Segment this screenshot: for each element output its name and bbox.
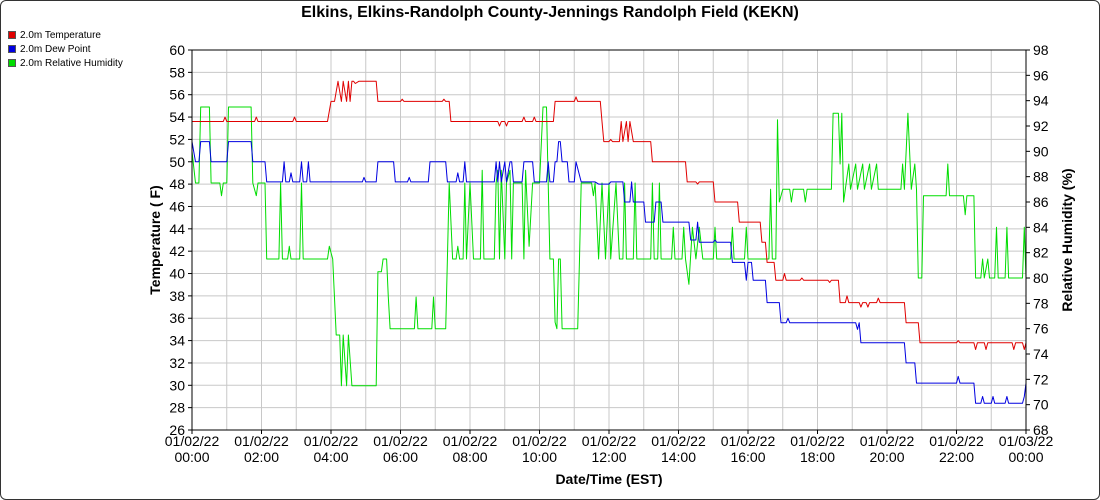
x-tick-date: 01/03/22 (999, 433, 1054, 449)
x-tick-time: 20:00 (869, 449, 904, 465)
legend-label-dew-point: 2.0m Dew Point (20, 43, 91, 55)
grid (191, 49, 1027, 431)
y-axis-title: Temperature ( F) (147, 185, 163, 294)
y2-tick-label: 90 (1033, 143, 1049, 159)
x-tick-date: 01/02/22 (929, 433, 984, 449)
y2-tick-label: 84 (1033, 219, 1049, 235)
legend-swatch-dew-point (8, 45, 16, 53)
y-tick-label: 34 (169, 333, 185, 349)
y2-tick-label: 98 (1033, 42, 1049, 58)
x-tick-date: 01/02/22 (165, 433, 220, 449)
y-tick-label: 54 (169, 109, 185, 125)
x-tick-time: 18:00 (800, 449, 835, 465)
x-tick-date: 01/02/22 (790, 433, 845, 449)
y-tick-label: 48 (169, 176, 185, 192)
legend-item-relative-humidity: 2.0m Relative Humidity (8, 56, 123, 70)
y-tick-label: 32 (169, 355, 185, 371)
x-tick-date: 01/02/22 (860, 433, 915, 449)
y2-tick-label: 92 (1033, 118, 1049, 134)
y2-axis-title: Relative Humidity (%) (1059, 168, 1075, 311)
y-tick-label: 60 (169, 42, 185, 58)
x-tick-date: 01/02/22 (721, 433, 776, 449)
legend-label-temperature: 2.0m Temperature (20, 29, 101, 41)
chart-title: Elkins, Elkins-Randolph County-Jennings … (301, 4, 799, 21)
legend-swatch-temperature (8, 31, 16, 39)
y-tick-label: 30 (169, 377, 185, 393)
x-tick-time: 14:00 (661, 449, 696, 465)
x-tick-time: 16:00 (730, 449, 765, 465)
x-tick-date: 01/02/22 (512, 433, 567, 449)
y2-tick-label: 72 (1033, 371, 1049, 387)
y2-tick-label: 88 (1033, 169, 1049, 185)
y-tick-label: 44 (169, 221, 185, 237)
x-tick-date: 01/02/22 (443, 433, 498, 449)
y2-tick-label: 86 (1033, 194, 1049, 210)
series-line-2-0m-temperature (192, 80, 1027, 350)
series-layer (191, 80, 1027, 404)
series-line-2-0m-relative-humidity (191, 106, 1027, 387)
y2-tick-label: 74 (1033, 346, 1049, 362)
y-tick-label: 40 (169, 266, 185, 282)
x-tick-date: 01/02/22 (234, 433, 289, 449)
x-tick-date: 01/02/22 (304, 433, 359, 449)
y-tick-label: 46 (169, 198, 185, 214)
x-axis-title: Date/Time (EST) (555, 471, 662, 487)
y2-tick-label: 76 (1033, 321, 1049, 337)
y2-tick-label: 82 (1033, 245, 1049, 261)
x-tick-time: 00:00 (1008, 449, 1043, 465)
y-tick-label: 56 (169, 87, 185, 103)
y-tick-label: 38 (169, 288, 185, 304)
legend-swatch-relative-humidity (8, 59, 16, 67)
axes-labels: 26 28 30 32 34 36 38 40 42 44 46 48 50 52 54 56 58 60 68 70… (165, 42, 1054, 465)
x-tick-time: 10:00 (522, 449, 557, 465)
x-tick-date: 01/02/22 (373, 433, 428, 449)
y2-tick-label: 80 (1033, 270, 1049, 286)
y-tick-label: 52 (169, 131, 185, 147)
y2-tick-label: 68 (1033, 422, 1049, 438)
series-line-2-0m-dew-point (191, 141, 1027, 404)
y-tick-label: 26 (169, 422, 185, 438)
x-tick-date: 01/02/22 (582, 433, 637, 449)
y-tick-label: 42 (169, 243, 185, 259)
y-tick-label: 28 (169, 400, 185, 416)
y2-tick-label: 78 (1033, 295, 1049, 311)
legend: 2.0m Temperature 2.0m Dew Point 2.0m Rel… (8, 28, 123, 70)
legend-item-dew-point: 2.0m Dew Point (8, 42, 123, 56)
x-tick-time: 04:00 (313, 449, 348, 465)
x-tick-time: 00:00 (174, 449, 209, 465)
legend-label-relative-humidity: 2.0m Relative Humidity (20, 57, 123, 69)
y-tick-label: 50 (169, 154, 185, 170)
x-tick-time: 22:00 (939, 449, 974, 465)
y2-tick-label: 70 (1033, 397, 1049, 413)
x-tick-time: 02:00 (244, 449, 279, 465)
x-tick-time: 08:00 (452, 449, 487, 465)
legend-item-temperature: 2.0m Temperature (8, 28, 123, 42)
x-tick-time: 06:00 (383, 449, 418, 465)
y2-tick-label: 94 (1033, 93, 1049, 109)
x-tick-time: 12:00 (591, 449, 626, 465)
x-tick-date: 01/02/22 (651, 433, 706, 449)
y-tick-label: 36 (169, 310, 185, 326)
y2-tick-label: 96 (1033, 67, 1049, 83)
y-tick-label: 58 (169, 64, 185, 80)
